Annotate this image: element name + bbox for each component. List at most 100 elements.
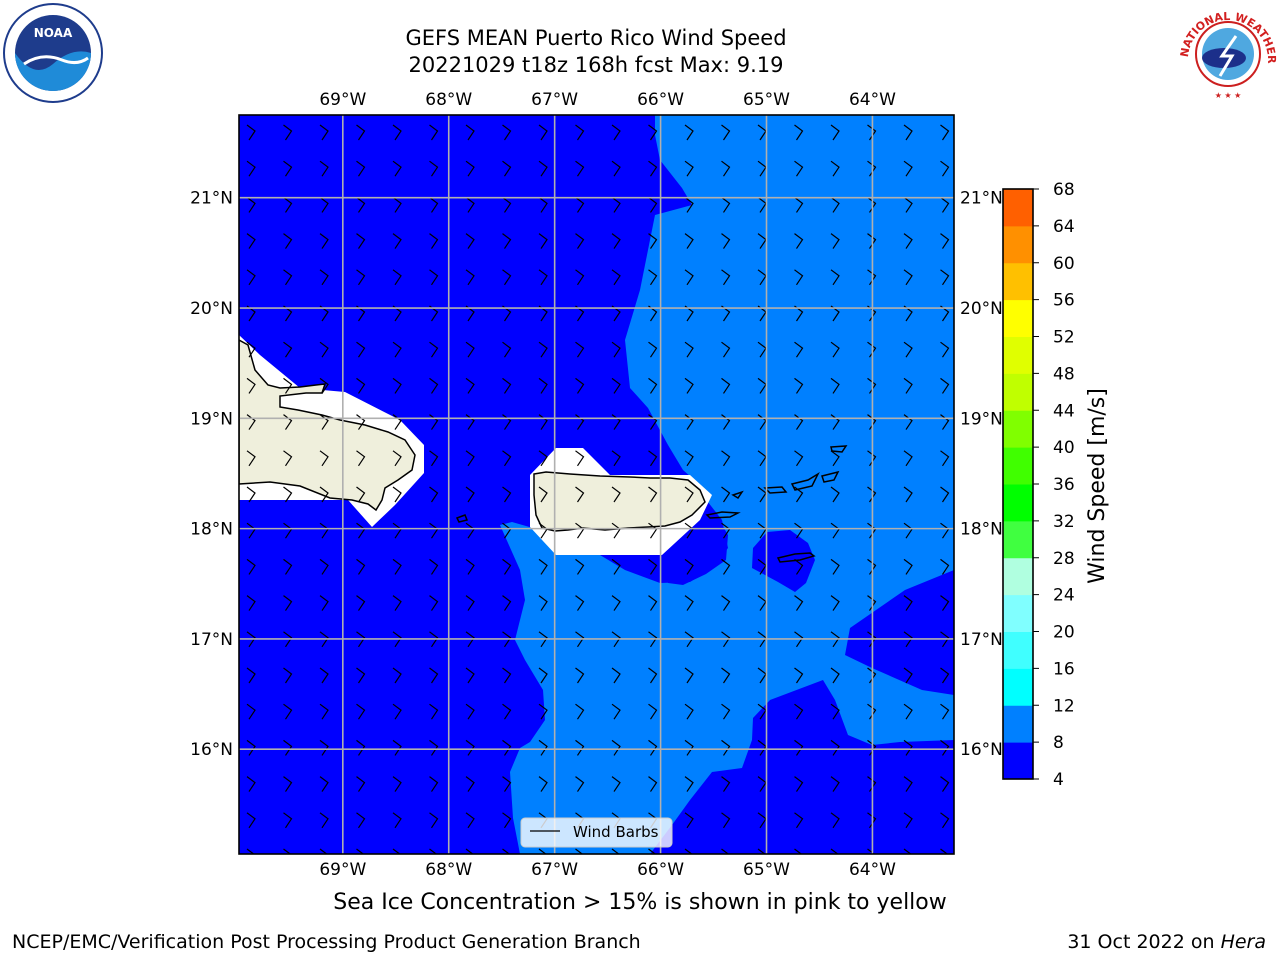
wind-barb (465, 703, 475, 720)
wind-barb (867, 196, 877, 213)
wind-barb (429, 486, 439, 503)
wind-barb (903, 341, 913, 358)
wind-barb (867, 341, 877, 358)
wind-barb (283, 450, 293, 467)
wind-barb (246, 486, 256, 503)
wind-barb (794, 776, 804, 792)
wind-barb (721, 341, 731, 358)
wind-barb (283, 341, 293, 358)
wind-barb (429, 595, 439, 611)
wind-barb (867, 595, 877, 611)
wind-barb (903, 450, 913, 467)
wind-barb (794, 558, 804, 575)
colorbar-swatch (1003, 336, 1033, 374)
wind-barb (319, 269, 329, 286)
wind-barb (648, 667, 658, 684)
wind-barb (830, 233, 840, 249)
wind-barb (392, 196, 402, 213)
wind-barb (867, 776, 877, 792)
wind-barbs (246, 124, 950, 854)
noaa-logo-text: NOAA (34, 26, 73, 40)
wind-barb (830, 269, 840, 286)
colorbar-swatch (1003, 299, 1033, 337)
nws-logo: NATIONAL WEATHER SERVICE ★ ★ ★ (1176, 2, 1278, 100)
land-hispaniola (239, 339, 416, 512)
colorbar-swatch (1003, 262, 1033, 301)
island-st-croix (776, 552, 816, 563)
wind-barb (611, 776, 621, 792)
wind-barb (392, 160, 402, 177)
wind-barb (903, 776, 913, 792)
wind-barb (356, 739, 366, 756)
wind-barb (903, 558, 913, 575)
wind-barb (538, 739, 548, 756)
wind-barb (721, 558, 731, 575)
sea-ice-caption: Sea Ice Concentration > 15% is shown in … (333, 890, 947, 915)
wind-barb (721, 739, 731, 756)
wind-barb (830, 595, 840, 611)
wind-barb (283, 377, 293, 394)
wind-barb (940, 160, 950, 177)
wind-barb (465, 595, 475, 611)
wind-barb (465, 450, 475, 467)
wind-barb (429, 341, 439, 358)
wind-barb (867, 450, 877, 467)
wind-barb (319, 776, 329, 792)
svg-text:★ ★ ★: ★ ★ ★ (1215, 91, 1242, 100)
lon-label: 67°W (531, 860, 578, 880)
wind-barb (319, 196, 329, 213)
wind-barb (502, 450, 512, 467)
wind-barb (867, 486, 877, 503)
wind-barb (538, 703, 548, 720)
wind-barb (794, 341, 804, 358)
wind-barb (903, 377, 913, 394)
wind-barb (246, 703, 256, 720)
wind-barb (502, 341, 512, 358)
wind-barb (538, 558, 548, 575)
wind-barb (684, 667, 694, 684)
wind-barb (611, 848, 620, 854)
wind-barb (356, 703, 366, 720)
wind-barb (611, 160, 621, 177)
wind-barb (392, 631, 402, 648)
wind-barb (794, 377, 804, 394)
wind-barb (794, 595, 804, 611)
colorbar-swatch (1003, 410, 1033, 448)
lat-label: 20°N (960, 299, 1003, 319)
wind-barb (502, 776, 512, 792)
wind-barb (830, 631, 840, 648)
wind-barb (502, 377, 512, 394)
wind-barb (319, 233, 329, 249)
wind-barb (903, 233, 913, 249)
wind-barb (830, 414, 840, 430)
wind-barb (429, 269, 439, 286)
wind-barb (392, 269, 402, 286)
wind-barb (648, 160, 658, 177)
wind-barb (648, 124, 658, 141)
island (830, 445, 848, 453)
wind-barb (502, 269, 512, 286)
wind-barb (794, 233, 804, 249)
wind-barb (940, 703, 950, 720)
wind-barb (356, 667, 366, 684)
land-puerto-rico (533, 471, 706, 532)
wind-barb (867, 703, 877, 720)
wind-barb (392, 703, 402, 720)
lon-label: 69°W (319, 90, 366, 110)
wind-barb (648, 269, 658, 286)
wind-barb (903, 739, 913, 756)
footer-date: 31 Oct 2022 on Hera (1067, 931, 1266, 953)
colorbar-tick-label: 40 (1053, 438, 1075, 458)
wind-barb (721, 486, 731, 503)
wind-barb (283, 233, 293, 249)
wind-barb (319, 341, 329, 358)
wind-barb (575, 414, 585, 430)
wind-barb (465, 124, 475, 141)
lat-label: 18°N (960, 520, 1003, 540)
wind-barb (465, 776, 475, 792)
wind-barb (246, 667, 256, 684)
wind-barb (392, 776, 402, 792)
wind-barb (502, 703, 512, 720)
wind-4-8-patch (660, 518, 728, 585)
